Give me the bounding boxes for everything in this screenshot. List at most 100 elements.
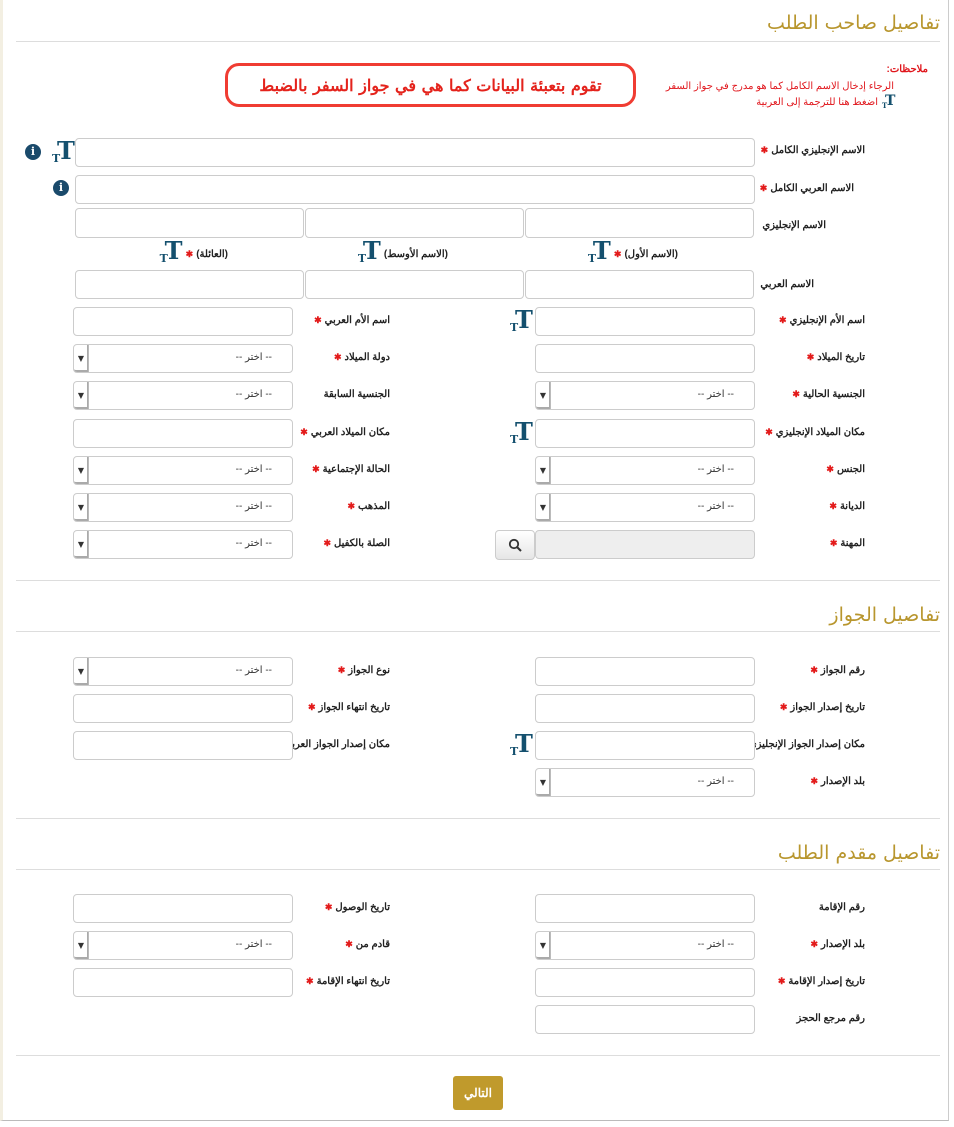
label-arabic-name: الاسم العربي [760, 279, 814, 290]
field-label: الديانة✱ [829, 501, 865, 512]
select-value: -- اختر -- [697, 463, 734, 475]
label-text: تاريخ إصدار الإقامة [788, 976, 865, 987]
right-select-3[interactable]: ▼ -- اختر -- [535, 768, 755, 797]
field-label: المذهب✱ [348, 501, 391, 512]
field-label: رقم مرجع الحجز [797, 1013, 865, 1024]
chevron-down-icon[interactable]: ▼ [74, 531, 89, 559]
info-icon[interactable]: i [25, 144, 41, 160]
label-text: الجنس [836, 463, 865, 475]
right-select-5[interactable]: ▼ -- اختر -- [535, 493, 755, 522]
search-icon [508, 539, 522, 552]
label-text: بلد الإصدار [821, 776, 865, 787]
english-first-name-input[interactable] [525, 208, 754, 238]
chevron-down-icon[interactable]: ▼ [74, 345, 89, 373]
divider [16, 41, 940, 42]
left-input-3[interactable] [73, 418, 293, 448]
chevron-down-icon[interactable]: ▼ [74, 456, 89, 484]
left-input-2[interactable] [73, 731, 293, 760]
info-icon[interactable]: i [53, 180, 69, 196]
left-select-5[interactable]: ▼ -- اختر -- [73, 493, 293, 522]
chevron-down-icon[interactable]: ▼ [536, 382, 551, 410]
field-label: المهنة✱ [830, 538, 865, 549]
chevron-down-icon[interactable]: ▼ [536, 456, 551, 484]
full-arabic-name-input[interactable] [75, 175, 755, 204]
chevron-down-icon[interactable]: ▼ [74, 382, 89, 410]
left-input-1[interactable] [73, 694, 293, 723]
left-select-4[interactable]: ▼ -- اختر -- [73, 455, 293, 485]
right-input-1[interactable] [535, 694, 755, 723]
full-english-name-input[interactable] [75, 138, 755, 167]
required-marker: ✱ [779, 702, 788, 712]
required-marker: ✱ [324, 902, 333, 912]
select-value: -- اختر -- [697, 776, 734, 787]
left-select-1[interactable]: ▼ -- اختر -- [73, 344, 293, 374]
field-label: تاريخ الميلاد✱ [807, 352, 865, 363]
english-family-name-input[interactable] [75, 208, 304, 238]
chevron-down-icon[interactable]: ▼ [74, 932, 89, 959]
right-input-6[interactable] [535, 530, 755, 560]
english-middle-name-input[interactable] [305, 208, 524, 238]
left-input-0[interactable] [73, 894, 293, 923]
right-select-4[interactable]: ▼ -- اختر -- [535, 455, 755, 485]
right-input-0[interactable] [535, 894, 755, 923]
right-input-0[interactable] [535, 657, 755, 686]
section-title-applicant: تفاصيل صاحب الطلب [767, 12, 940, 34]
required-marker: ✱ [308, 702, 316, 712]
right-input-2[interactable] [535, 968, 755, 997]
search-button[interactable] [495, 530, 535, 561]
right-select-2[interactable]: ▼ -- اختر -- [535, 381, 755, 411]
chevron-down-icon[interactable]: ▼ [536, 769, 551, 796]
field-label: الجنسية الحالية✱ [792, 389, 865, 400]
chevron-down-icon[interactable]: ▼ [74, 658, 89, 685]
required-marker: ✱ [347, 501, 356, 511]
left-input-2[interactable] [73, 968, 293, 997]
label-text: تاريخ انتهاء الإقامة [316, 976, 390, 987]
label-text: تاريخ انتهاء الجواز [318, 702, 390, 713]
right-input-2[interactable] [535, 731, 755, 760]
field-label: تاريخ الوصول✱ [325, 902, 390, 913]
right-input-3[interactable] [535, 1005, 755, 1034]
chevron-down-icon[interactable]: ▼ [74, 494, 89, 521]
required-marker: ✱ [306, 976, 314, 986]
chevron-down-icon[interactable]: ▼ [536, 932, 551, 959]
divider [16, 869, 940, 870]
left-select-2[interactable]: ▼ -- اختر -- [73, 381, 293, 411]
required-marker: ✱ [337, 665, 346, 675]
select-value: -- اختر -- [235, 665, 272, 676]
required-marker: ✱ [826, 463, 834, 474]
right-input-0[interactable] [535, 307, 755, 336]
arabic-middle-name-input[interactable] [305, 270, 524, 299]
next-button[interactable]: التالي [453, 1076, 503, 1110]
left-select-1[interactable]: ▼ -- اختر -- [73, 931, 293, 960]
left-select-6[interactable]: ▼ -- اختر -- [73, 530, 293, 560]
notes-heading: ملاحظات: [886, 64, 929, 75]
right-input-1[interactable] [535, 344, 755, 374]
chevron-down-icon[interactable]: ▼ [536, 494, 551, 521]
right-select-1[interactable]: ▼ -- اختر -- [535, 931, 755, 960]
left-input-0[interactable] [73, 307, 293, 336]
select-value: -- اختر -- [235, 463, 272, 475]
select-value: -- اختر -- [697, 939, 734, 950]
translate-link[interactable]: اضغط هنا للترجمة إلى العربية [756, 96, 878, 108]
select-value: -- اختر -- [697, 501, 734, 512]
arabic-first-name-input[interactable] [525, 270, 754, 299]
required-marker: ✱ [312, 463, 320, 474]
arabic-family-name-input[interactable] [75, 270, 304, 299]
right-input-3[interactable] [535, 418, 755, 448]
label-english-name: الاسم الإنجليزي [762, 220, 826, 231]
field-label: الحالة الإجتماعية✱ [312, 464, 390, 475]
field-label: مكان الميلاد العربي✱ [300, 427, 390, 438]
left-select-0[interactable]: ▼ -- اختر -- [73, 657, 293, 686]
label-text: الجنسية السابقة [323, 389, 390, 401]
field-label: مكان الميلاد الإنجليزي✱ [765, 427, 865, 438]
required-marker: ✱ [829, 538, 838, 549]
